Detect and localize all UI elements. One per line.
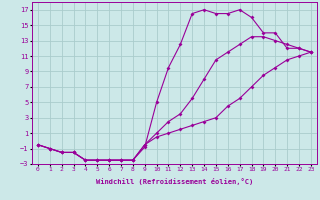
X-axis label: Windchill (Refroidissement éolien,°C): Windchill (Refroidissement éolien,°C) — [96, 178, 253, 185]
